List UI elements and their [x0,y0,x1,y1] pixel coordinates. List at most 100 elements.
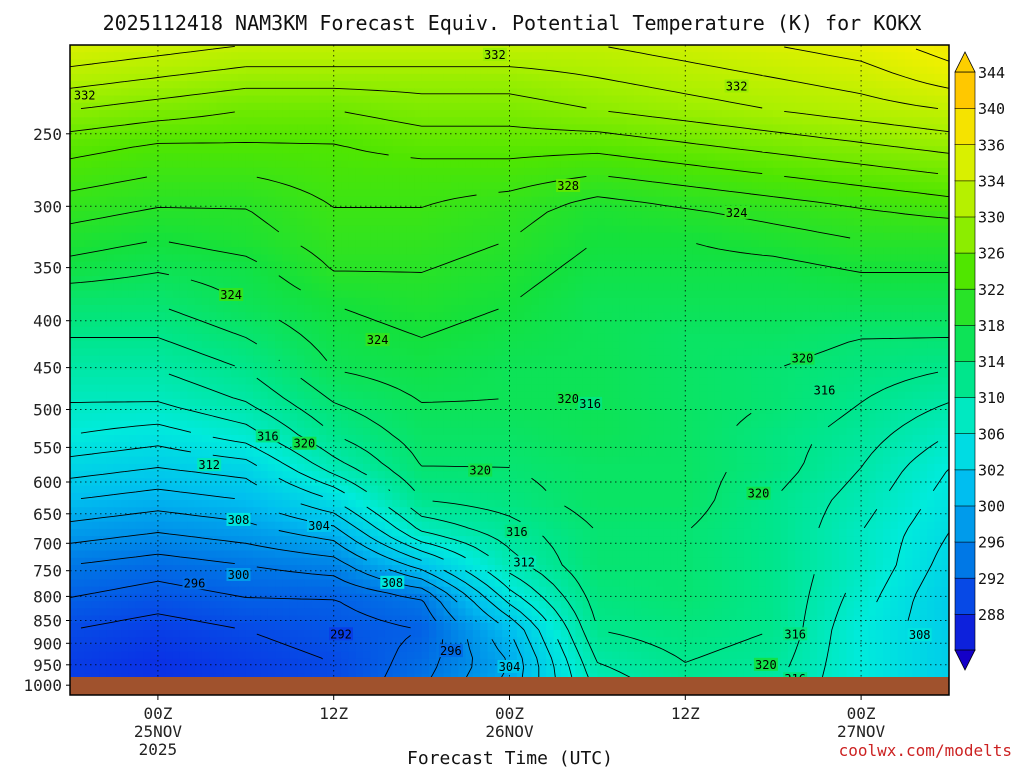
field-cell [590,189,598,198]
field-cell [465,333,474,342]
field-cell [245,283,254,292]
field-cell [253,268,262,277]
field-cell [663,305,672,313]
field-cell [656,218,664,227]
field-cell [817,45,826,53]
field-cell [143,297,152,306]
field-cell [414,153,423,162]
field-cell [165,240,174,248]
field-cell [817,203,826,212]
field-cell [604,175,613,183]
field-cell [472,225,481,234]
field-cell [187,326,196,335]
field-cell [927,59,935,68]
field-cell [341,196,349,205]
field-cell [912,182,921,191]
field-cell [604,341,613,349]
field-cell [106,167,115,176]
field-cell [853,124,862,133]
field-cell [817,117,826,126]
field-cell [494,131,503,140]
field-cell [612,319,620,328]
field-cell [538,203,547,212]
field-cell [128,95,137,104]
field-cell [817,131,826,140]
field-cell [143,283,152,292]
field-cell [692,247,701,256]
field-cell [883,52,891,61]
field-cell [275,167,284,176]
field-cell [809,189,818,198]
field-cell [472,131,481,140]
field-cell [890,203,899,212]
field-cell [780,297,789,306]
field-cell [868,110,877,118]
field-cell [919,283,928,292]
field-cell [883,297,891,306]
field-cell [524,312,533,321]
field-cell [341,312,349,321]
field-cell [751,225,760,234]
field-cell [502,59,511,68]
field-cell [99,290,108,299]
field-cell [934,110,943,118]
field-cell [553,138,562,147]
field-cell [861,66,870,75]
field-cell [809,52,818,61]
field-cell [802,305,811,313]
field-cell [531,167,540,176]
field-cell [663,196,672,205]
field-cell [553,211,562,219]
field-cell [128,138,137,147]
field-cell [626,247,635,256]
field-cell [399,81,408,89]
field-cell [179,88,188,97]
field-cell [282,189,291,198]
field-cell [487,232,496,241]
field-cell [370,240,379,248]
field-cell [853,160,862,169]
field-cell [670,110,679,118]
field-cell [494,117,503,126]
field-cell [817,326,826,335]
field-cell [121,153,130,162]
field-cell [487,175,496,183]
field-cell [165,261,174,270]
field-cell [868,211,877,219]
field-cell [619,312,628,321]
field-cell [590,341,598,349]
field-cell [875,254,884,263]
field-cell [179,240,188,248]
field-cell [875,225,884,234]
field-cell [450,218,459,227]
field-cell [817,211,826,219]
field-cell [187,254,196,263]
field-cell [861,110,870,118]
field-cell [282,52,291,61]
field-cell [121,211,130,219]
field-cell [912,59,921,68]
field-cell [648,167,657,176]
field-cell [839,297,848,306]
field-cell [597,196,606,205]
field-cell [670,117,679,126]
field-cell [231,247,240,256]
field-cell [787,232,796,241]
field-cell [253,305,262,313]
field-cell [428,146,437,154]
field-cell [619,305,628,313]
field-cell [77,52,86,61]
field-cell [905,189,913,198]
field-cell [890,211,899,219]
field-cell [341,153,349,162]
field-cell [582,225,591,234]
field-cell [260,319,269,328]
field-cell [157,66,166,75]
field-cell [231,131,240,140]
field-cell [216,124,225,133]
field-cell [648,110,657,118]
field-cell [919,319,928,328]
field-cell [194,81,203,89]
field-cell [846,268,855,277]
field-cell [941,211,949,219]
